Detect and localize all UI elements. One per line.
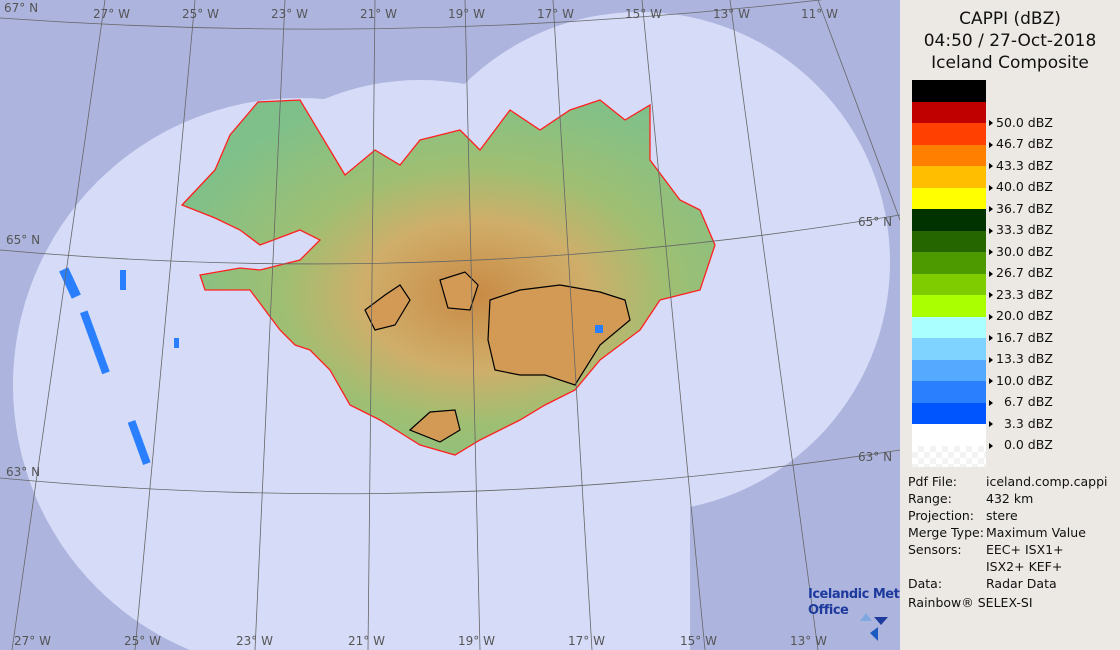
info-value: 432 km: [986, 491, 1034, 506]
legend-swatch: [912, 359, 986, 381]
svg-text:25° W: 25° W: [182, 7, 219, 21]
logo-line2: Office: [808, 603, 849, 618]
lat-labels: 67° N 65° N 63° N 65° N 63° N: [4, 1, 892, 479]
legend-swatch: [912, 381, 986, 403]
legend-label: 50.0 dBZ: [989, 115, 1053, 130]
legend-swatch: [912, 187, 986, 209]
timestamp: 04:50 / 27-Oct-2018: [923, 31, 1097, 51]
svg-text:15° W: 15° W: [680, 634, 717, 648]
legend-swatch: [912, 101, 986, 123]
info-row: Sensors: EEC+ ISX1+: [908, 541, 1107, 558]
info-key: Sensors:: [908, 542, 962, 557]
product-name: CAPPI (dBZ): [959, 9, 1061, 29]
info-key: Projection:: [908, 508, 975, 523]
svg-text:21° W: 21° W: [360, 7, 397, 21]
svg-text:21° W: 21° W: [348, 634, 385, 648]
legend-swatch: [912, 338, 986, 360]
legend-label: 6.7 dBZ: [989, 394, 1053, 409]
legend-swatch: [912, 273, 986, 295]
legend-label: 20.0 dBZ: [989, 308, 1053, 323]
info-key: Merge Type:: [908, 525, 984, 540]
info-row: Merge Type: Maximum Value: [908, 524, 1107, 541]
info-row: Range: 432 km: [908, 490, 1107, 507]
glaciers: [364, 271, 631, 443]
svg-text:23° W: 23° W: [271, 7, 308, 21]
legend-label: 40.0 dBZ: [989, 179, 1053, 194]
legend-label: 30.0 dBZ: [989, 244, 1053, 259]
info-key: [908, 558, 986, 575]
svg-text:23° W: 23° W: [236, 634, 273, 648]
legend-swatch: [912, 123, 986, 145]
radar-echoes: [59, 267, 603, 465]
legend-swatch: [912, 424, 986, 446]
legend-label: 10.0 dBZ: [989, 373, 1053, 388]
legend-label: 0.0 dBZ: [989, 437, 1053, 452]
credit: Rainbow® SELEX-SI: [908, 595, 1033, 610]
legend-title: CAPPI (dBZ) 04:50 / 27-Oct-2018 Iceland …: [900, 8, 1120, 74]
info-row: Data: Radar Data: [908, 575, 1107, 592]
legend-swatch: [912, 295, 986, 317]
logo-arrows-icon: [860, 613, 888, 641]
legend-swatch: [912, 209, 986, 231]
info-key: Data:: [908, 576, 943, 591]
info-value: EEC+ ISX1+: [986, 542, 1064, 557]
svg-text:25° W: 25° W: [124, 634, 161, 648]
legend-swatch: [912, 166, 986, 188]
nodata-swatch: [912, 446, 986, 467]
info-value: iceland.comp.cappi: [986, 474, 1108, 489]
svg-text:13° W: 13° W: [713, 7, 750, 21]
legend-swatch: [912, 252, 986, 274]
composite-name: Iceland Composite: [931, 53, 1089, 73]
svg-text:15° W: 15° W: [625, 7, 662, 21]
product-info: Pdf File: iceland.comp.cappi Range: 432 km P…: [908, 473, 1107, 611]
info-value: Maximum Value: [986, 525, 1086, 540]
svg-text:11° W: 11° W: [801, 7, 838, 21]
info-row: Pdf File: iceland.comp.cappi: [908, 473, 1107, 490]
info-value: ISX2+ KEF+: [986, 559, 1063, 574]
top-lon-labels: 27° W 25° W 23° W 21° W 19° W 17° W 15° …: [93, 7, 838, 21]
legend-panel: CAPPI (dBZ) 04:50 / 27-Oct-2018 Iceland …: [900, 0, 1120, 650]
info-value: Radar Data: [986, 576, 1057, 591]
info-row: Projection: stere: [908, 507, 1107, 524]
graticule: [0, 0, 900, 650]
svg-text:67° N: 67° N: [4, 1, 38, 15]
svg-text:17° W: 17° W: [537, 7, 574, 21]
legend-swatch: [912, 316, 986, 338]
info-key: Pdf File:: [908, 474, 957, 489]
legend-label: 13.3 dBZ: [989, 351, 1053, 366]
info-row: ISX2+ KEF+: [908, 558, 1107, 575]
legend-label: 46.7 dBZ: [989, 136, 1053, 151]
svg-text:17° W: 17° W: [568, 634, 605, 648]
legend-label: 43.3 dBZ: [989, 158, 1053, 173]
bottom-lon-labels: 27° W 25° W 23° W 21° W 19° W 17° W 15° …: [14, 634, 827, 648]
svg-text:63° N: 63° N: [858, 450, 892, 464]
svg-text:63° N: 63° N: [6, 465, 40, 479]
radar-map[interactable]: 27° W 25° W 23° W 21° W 19° W 17° W 15° …: [0, 0, 900, 650]
legend-swatch: [912, 144, 986, 166]
svg-text:19° W: 19° W: [458, 634, 495, 648]
legend-label: 26.7 dBZ: [989, 265, 1053, 280]
svg-text:65° N: 65° N: [6, 233, 40, 247]
legend-swatch: [912, 230, 986, 252]
svg-text:27° W: 27° W: [14, 634, 51, 648]
svg-text:13° W: 13° W: [790, 634, 827, 648]
legend-label: 16.7 dBZ: [989, 330, 1053, 345]
legend-label: 3.3 dBZ: [989, 416, 1053, 431]
legend-label: 33.3 dBZ: [989, 222, 1053, 237]
svg-text:27° W: 27° W: [93, 7, 130, 21]
legend-label: 23.3 dBZ: [989, 287, 1053, 302]
legend-label: 36.7 dBZ: [989, 201, 1053, 216]
svg-text:19° W: 19° W: [448, 7, 485, 21]
svg-text:65° N: 65° N: [858, 215, 892, 229]
legend-swatch: [912, 402, 986, 424]
legend-swatch: [912, 80, 986, 102]
info-value: stere: [986, 508, 1018, 523]
logo-line1: Icelandic Met: [808, 587, 900, 602]
icelandic-met-office-logo: Icelandic Met Office: [808, 587, 900, 641]
info-key: Range:: [908, 491, 952, 506]
